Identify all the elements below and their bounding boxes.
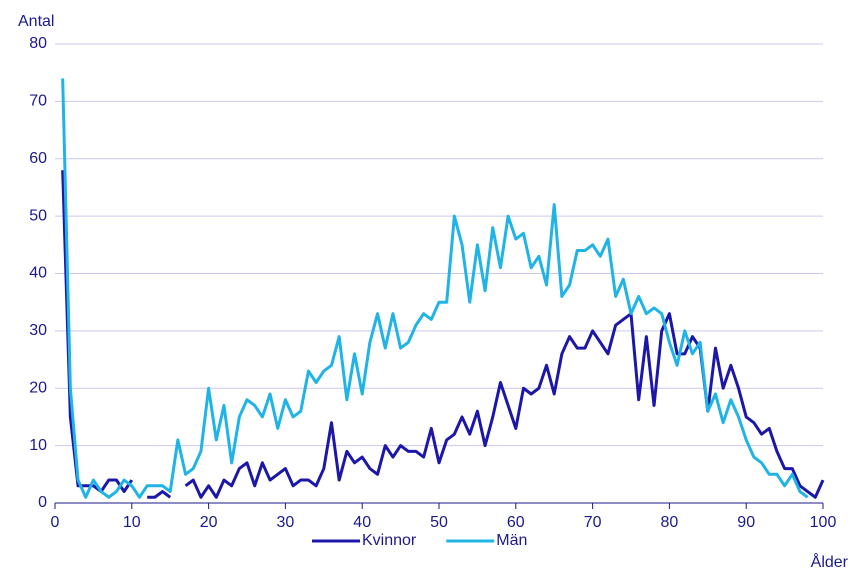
x-tick-label: 70: [584, 514, 602, 531]
x-tick-label: 30: [277, 514, 295, 531]
x-tick-label: 60: [507, 514, 525, 531]
x-tick-label: 10: [123, 514, 141, 531]
x-tick-label: 0: [51, 514, 60, 531]
x-axis-label: Ålder: [811, 552, 849, 571]
y-axis-label: Antal: [18, 13, 54, 30]
legend-label: Män: [496, 532, 527, 549]
y-tick-label: 10: [29, 437, 47, 454]
y-tick-label: 60: [29, 150, 47, 167]
y-tick-label: 70: [29, 93, 47, 110]
x-tick-label: 50: [430, 514, 448, 531]
y-tick-label: 0: [38, 494, 47, 511]
y-tick-label: 30: [29, 322, 47, 339]
y-tick-label: 40: [29, 265, 47, 282]
x-tick-label: 20: [200, 514, 218, 531]
y-tick-label: 50: [29, 207, 47, 224]
y-tick-label: 20: [29, 379, 47, 396]
series-line: [61, 78, 809, 499]
x-tick-label: 90: [737, 514, 755, 531]
y-tick-label: 80: [29, 35, 47, 52]
x-tick-label: 80: [661, 514, 679, 531]
x-tick-label: 40: [353, 514, 371, 531]
legend-label: Kvinnor: [362, 532, 417, 549]
x-tick-label: 100: [810, 514, 837, 531]
